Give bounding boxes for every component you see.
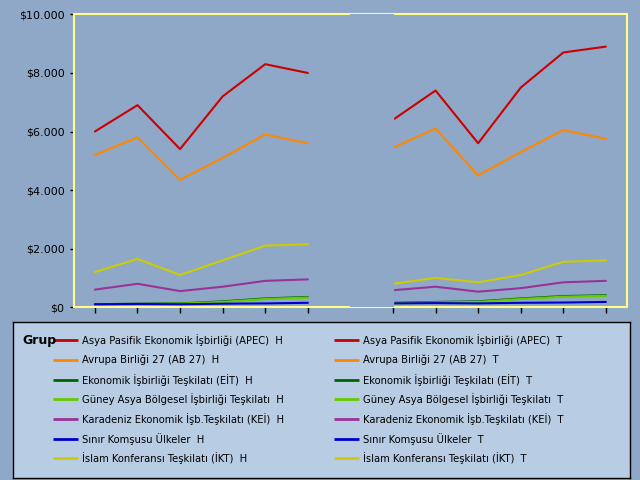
Text: H 2011: H 2011: [245, 325, 285, 335]
Text: Güney Asya Bölgesel İşbirliği Teşkilatı  T: Güney Asya Bölgesel İşbirliği Teşkilatı …: [363, 394, 563, 405]
Text: Güney Asya Bölgesel İşbirliği Teşkilatı  H: Güney Asya Bölgesel İşbirliği Teşkilatı …: [82, 394, 284, 405]
Text: Asya Pasifik Ekonomik İşbirliği (APEC)  T: Asya Pasifik Ekonomik İşbirliği (APEC) T: [363, 335, 562, 346]
Text: Avrupa Birliği 27 (AB 27)  H: Avrupa Birliği 27 (AB 27) H: [82, 355, 219, 365]
Text: Sınır Komşusu Ülkeler  T: Sınır Komşusu Ülkeler T: [363, 433, 484, 444]
Text: T 2011: T 2011: [544, 325, 582, 335]
Text: Ekonomik İşbirliği Teşkilatı (EİT)  H: Ekonomik İşbirliği Teşkilatı (EİT) H: [82, 374, 253, 385]
Text: Avrupa Birliği 27 (AB 27)  T: Avrupa Birliği 27 (AB 27) T: [363, 355, 499, 365]
Text: T 2008: T 2008: [416, 345, 455, 355]
Text: T 2009: T 2009: [459, 325, 497, 335]
Text: Karadeniz Ekonomik İşb.Teşkilatı (KEİ)  T: Karadeniz Ekonomik İşb.Teşkilatı (KEİ) T: [363, 413, 563, 425]
Text: Ekonomik İşbirliği Teşkilatı (EİT)  T: Ekonomik İşbirliği Teşkilatı (EİT) T: [363, 374, 532, 385]
Text: İslam Konferansı Teşkilatı (İKT)  T: İslam Konferansı Teşkilatı (İKT) T: [363, 453, 527, 464]
Text: Asya Pasifik Ekonomik İşbirliği (APEC)  H: Asya Pasifik Ekonomik İşbirliği (APEC) H: [82, 335, 283, 346]
Text: Sınır Komşusu Ülkeler  H: Sınır Komşusu Ülkeler H: [82, 433, 204, 444]
Text: T 2012: T 2012: [587, 345, 625, 355]
Text: T 2010: T 2010: [502, 345, 540, 355]
Bar: [351, 14, 393, 307]
Text: H 2007: H 2007: [75, 325, 115, 335]
Text: T 2007: T 2007: [374, 325, 412, 335]
Text: H 2010: H 2010: [203, 345, 243, 355]
Text: İslam Konferansı Teşkilatı (İKT)  H: İslam Konferansı Teşkilatı (İKT) H: [82, 453, 247, 464]
Text: H 2009: H 2009: [160, 325, 200, 335]
Text: Karadeniz Ekonomik İşb.Teşkilatı (KEİ)  H: Karadeniz Ekonomik İşb.Teşkilatı (KEİ) H: [82, 413, 284, 425]
Text: H 2008: H 2008: [117, 345, 157, 355]
Text: H 2012: H 2012: [288, 345, 328, 355]
Text: Grup: Grup: [22, 334, 56, 347]
